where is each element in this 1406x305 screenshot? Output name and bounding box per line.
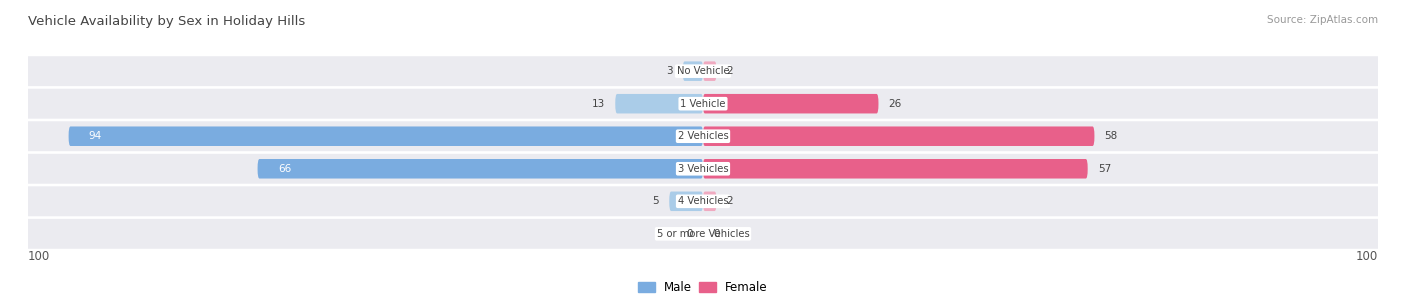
FancyBboxPatch shape xyxy=(69,127,703,146)
FancyBboxPatch shape xyxy=(703,192,717,211)
Text: No Vehicle: No Vehicle xyxy=(676,66,730,76)
FancyBboxPatch shape xyxy=(21,186,1385,216)
FancyBboxPatch shape xyxy=(21,121,1385,151)
FancyBboxPatch shape xyxy=(703,127,1094,146)
Text: 94: 94 xyxy=(89,131,103,141)
FancyBboxPatch shape xyxy=(669,192,703,211)
FancyBboxPatch shape xyxy=(257,159,703,178)
Text: 4 Vehicles: 4 Vehicles xyxy=(678,196,728,206)
FancyBboxPatch shape xyxy=(21,219,1385,249)
Text: 100: 100 xyxy=(28,250,51,263)
Text: 66: 66 xyxy=(278,164,291,174)
Text: Vehicle Availability by Sex in Holiday Hills: Vehicle Availability by Sex in Holiday H… xyxy=(28,15,305,28)
Text: 3: 3 xyxy=(666,66,672,76)
Text: 0: 0 xyxy=(713,229,720,239)
Text: 5: 5 xyxy=(652,196,659,206)
FancyBboxPatch shape xyxy=(21,154,1385,184)
Text: 2: 2 xyxy=(727,196,734,206)
Text: 57: 57 xyxy=(1098,164,1111,174)
FancyBboxPatch shape xyxy=(21,89,1385,119)
Text: 100: 100 xyxy=(1355,250,1378,263)
FancyBboxPatch shape xyxy=(703,61,717,81)
FancyBboxPatch shape xyxy=(616,94,703,113)
Text: 2 Vehicles: 2 Vehicles xyxy=(678,131,728,141)
FancyBboxPatch shape xyxy=(683,61,703,81)
FancyBboxPatch shape xyxy=(21,56,1385,86)
Text: 2: 2 xyxy=(727,66,734,76)
Legend: Male, Female: Male, Female xyxy=(634,276,772,299)
Text: 58: 58 xyxy=(1105,131,1118,141)
Text: 3 Vehicles: 3 Vehicles xyxy=(678,164,728,174)
Text: 0: 0 xyxy=(686,229,693,239)
Text: 26: 26 xyxy=(889,99,901,109)
Text: Source: ZipAtlas.com: Source: ZipAtlas.com xyxy=(1267,15,1378,25)
Text: 1 Vehicle: 1 Vehicle xyxy=(681,99,725,109)
FancyBboxPatch shape xyxy=(703,94,879,113)
Text: 5 or more Vehicles: 5 or more Vehicles xyxy=(657,229,749,239)
Text: 13: 13 xyxy=(592,99,605,109)
FancyBboxPatch shape xyxy=(703,159,1088,178)
